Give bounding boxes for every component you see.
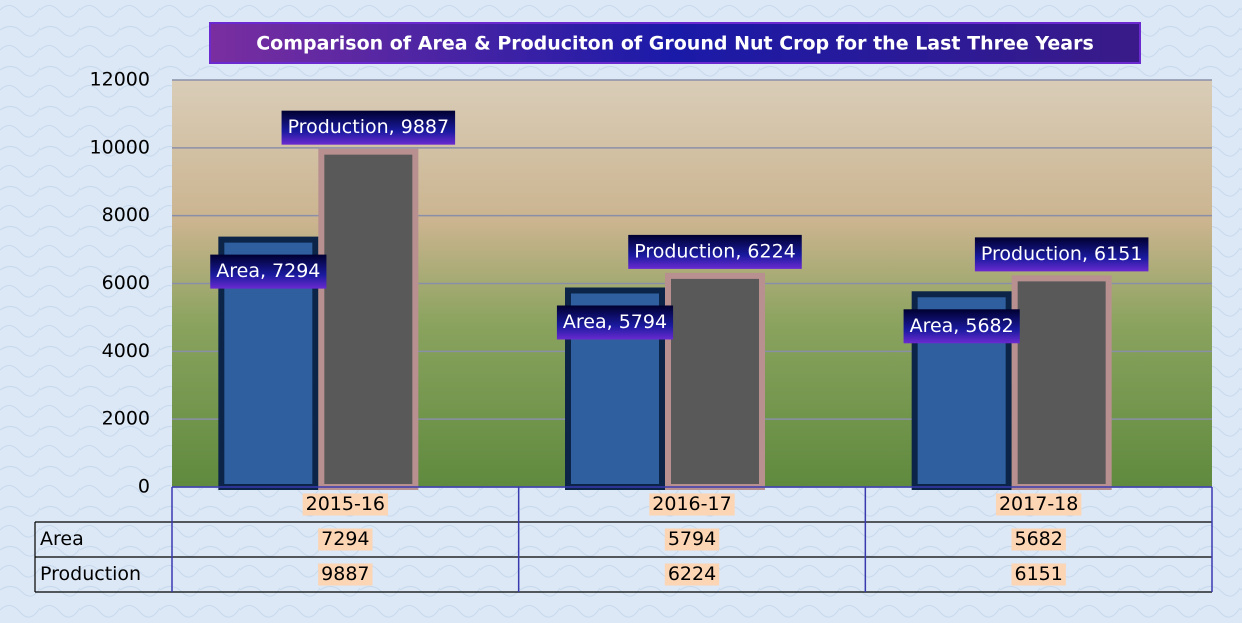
table-value: 6151 [1014,563,1062,585]
table-value: 6224 [668,563,716,585]
data-label: Area, 5794 [563,311,667,333]
data-label: Production, 9887 [288,116,450,138]
table-value: 9887 [321,563,369,585]
table-value: 5794 [668,528,716,550]
y-tick-label: 0 [138,476,150,498]
bar [668,276,762,487]
legend-label: Production [40,563,141,585]
y-tick-label: 12000 [90,69,150,91]
y-tick-label: 4000 [102,340,150,362]
chart: Comparison of Area & Produciton of Groun… [0,0,1242,623]
y-tick-label: 6000 [102,272,150,294]
y-tick-label: 2000 [102,408,150,430]
data-label: Production, 6224 [634,240,796,262]
x-tick-label: 2015-16 [306,493,385,515]
y-tick-label: 10000 [90,136,150,158]
chart-title: Comparison of Area & Produciton of Groun… [256,33,1094,55]
bar [1015,278,1109,487]
table-value: 7294 [321,528,369,550]
x-tick-label: 2016-17 [652,493,731,515]
x-tick-label: 2017-18 [999,493,1078,515]
data-label: Production, 6151 [981,243,1143,265]
bar [321,152,415,487]
legend-label: Area [40,528,84,550]
data-label: Area, 5682 [910,315,1014,337]
y-tick-label: 8000 [102,204,150,226]
table-value: 5682 [1014,528,1062,550]
data-label: Area, 7294 [216,260,320,282]
